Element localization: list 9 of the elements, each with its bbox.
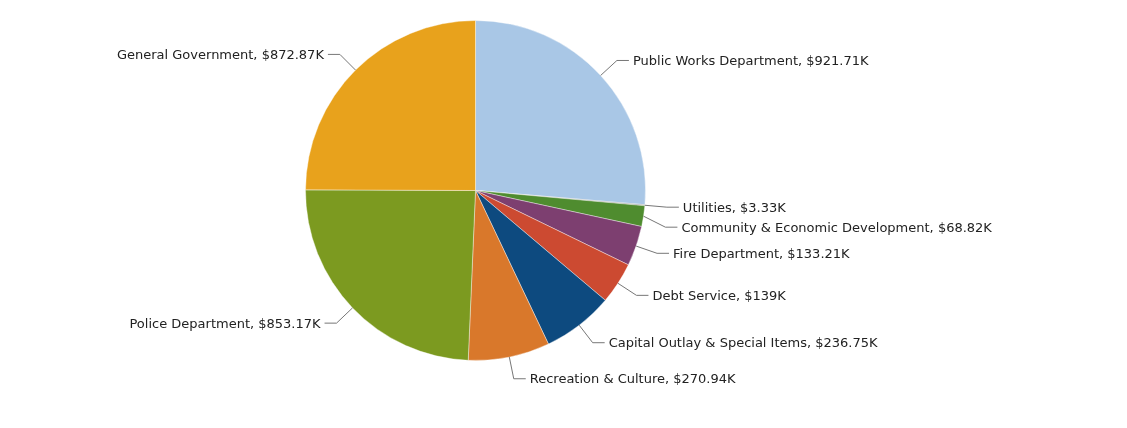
slice-label: General Government, $872.87K (116, 46, 325, 62)
slice-label: Fire Department, $133.21K (673, 245, 851, 261)
slice-label: Public Works Department, $921.71K (632, 52, 870, 68)
slice-label: Debt Service, $139K (652, 287, 787, 303)
slice-label: Community & Economic Development, $68.82K (681, 219, 993, 235)
slice-label: Recreation & Culture, $270.94K (529, 371, 736, 387)
slice-label: Utilities, $3.33K (682, 199, 787, 215)
slice-label: Police Department, $853.17K (129, 315, 322, 331)
slice-label: Capital Outlay & Special Items, $236.75K (608, 335, 878, 351)
